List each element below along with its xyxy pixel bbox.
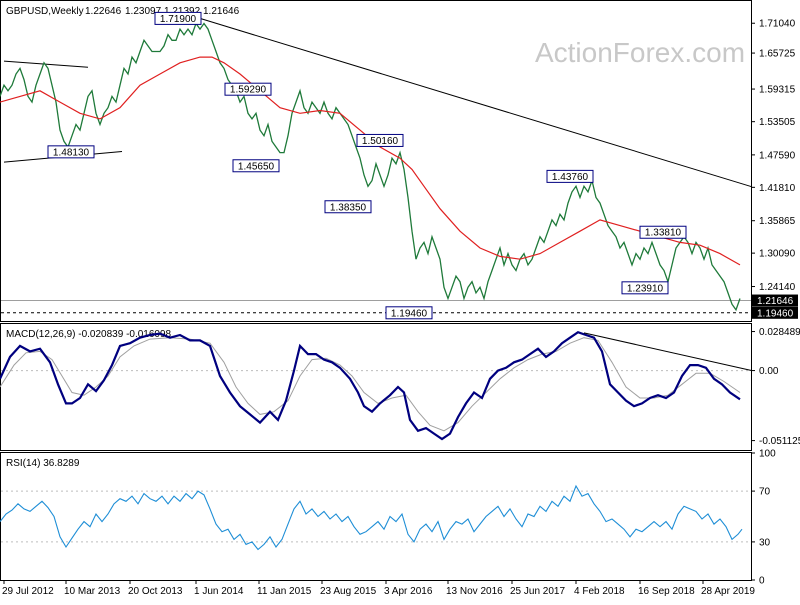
x-tick-label: 28 Apr 2019 (701, 586, 755, 597)
support-level-box (752, 306, 798, 319)
price-tick-label: 1.47590 (759, 150, 796, 161)
price-annotation-box (224, 82, 272, 96)
macd-trend-line (583, 332, 753, 372)
price-trend-line (3, 60, 89, 68)
x-tick-label: 10 Mar 2013 (64, 586, 121, 597)
macd-pane: MACD(12,26,9) -0.020839 -0.016098 0.0284… (0, 323, 800, 451)
macd-y-axis: 0.028489 0.00 -0.051125 (751, 327, 800, 447)
x-tick-label: 20 Oct 2013 (128, 586, 183, 597)
price-pane-border (0, 0, 752, 322)
ohlc-open: 1.22646 (85, 6, 122, 17)
price-annotation-box (324, 200, 372, 214)
rsi-title: RSI(14) 36.8289 (6, 458, 80, 469)
rsi-pane-border (0, 452, 752, 581)
rsi-y-axis: 100 70 30 0 (751, 449, 776, 587)
macd-tick-label: -0.051125 (759, 436, 800, 447)
macd-line (0, 330, 741, 441)
x-tick-label: 23 Aug 2015 (320, 586, 377, 597)
x-tick-label: 29 Jul 2012 (2, 586, 54, 597)
rsi-tick-label: 100 (759, 449, 776, 460)
price-annotation-label: 1.71900 (160, 14, 197, 25)
price-annotation-box (639, 225, 687, 239)
price-annotation-box (621, 281, 669, 295)
price-tick-label: 1.35865 (759, 216, 796, 227)
price-annotation-box (47, 145, 95, 159)
price-line (0, 22, 741, 312)
x-tick-label: 11 Jan 2015 (257, 586, 312, 597)
macd-pane-border (0, 323, 752, 451)
price-annotation-label: 1.50160 (362, 136, 399, 147)
x-tick-label: 1 Jun 2014 (194, 586, 244, 597)
ohlc-low: 1.21392 (164, 6, 201, 17)
rsi-tick-label: 30 (759, 537, 771, 548)
watermark: ActionForex.com (535, 37, 745, 68)
price-y-axis: 1.71040 1.65725 1.59315 1.53505 1.47590 1.418… (751, 19, 796, 293)
price-annotation-label: 1.33810 (645, 228, 682, 239)
price-series (0, 22, 751, 314)
x-axis: 29 Jul 2012 10 Mar 2013 20 Oct 2013 1 Jun 2… (2, 580, 755, 597)
price-tick-label: 1.41810 (759, 183, 796, 194)
price-annotation-label: 1.38350 (330, 202, 367, 213)
ohlc-close: 1.21646 (203, 6, 240, 17)
price-annotation-box (154, 11, 202, 25)
macd-tick-label: 0.028489 (759, 327, 800, 338)
macd-series (0, 330, 753, 441)
macd-tick-label: 0.00 (759, 366, 779, 377)
price-annotation-label: 1.48130 (53, 147, 90, 158)
price-tick-label: 1.24140 (759, 282, 796, 293)
x-tick-label: 25 Jun 2017 (510, 586, 565, 597)
x-tick-label: 16 Sep 2018 (638, 586, 695, 597)
price-trend-line (199, 17, 753, 188)
rsi-pane: RSI(14) 36.8289 100 70 30 0 (0, 449, 776, 587)
price-annotation-label: 1.43760 (552, 172, 589, 183)
macd-signal-line (0, 337, 741, 432)
price-annotation-label: 1.59290 (230, 85, 267, 96)
price-annotations: 1.71900 1.59290 1.48130 1.45650 1.50160 1.383… (47, 11, 687, 320)
price-axis-labels: 1.21646 1.19460 (752, 294, 798, 319)
price-annotation-box (546, 169, 594, 183)
price-tick-label: 1.59315 (759, 85, 796, 96)
macd-title: MACD(12,26,9) -0.020839 -0.016098 (6, 329, 172, 340)
x-tick-label: 13 Nov 2016 (446, 586, 503, 597)
rsi-line (0, 484, 743, 551)
x-tick-label: 4 Feb 2018 (574, 586, 625, 597)
price-annotation-label: 1.45650 (238, 161, 275, 172)
price-tick-label: 1.30090 (759, 249, 796, 260)
rsi-series (0, 484, 751, 551)
moving-average-line (0, 56, 741, 266)
price-annotation-label: 1.19460 (391, 308, 428, 319)
x-tick-label: 3 Apr 2016 (384, 586, 433, 597)
price-title: GBPUSD,Weekly (6, 6, 84, 17)
support-level-label: 1.19460 (757, 308, 794, 319)
price-pane: ActionForex.com GBPUSD,Weekly 1.22646 1.… (0, 0, 798, 322)
price-annotation-box (356, 133, 404, 147)
price-annotation-box (385, 306, 433, 320)
price-tick-label: 1.71040 (759, 19, 796, 30)
ohlc-high: 1.23097 (125, 6, 162, 17)
price-annotation-label: 1.23910 (627, 283, 664, 294)
price-tick-label: 1.53505 (759, 117, 796, 128)
last-price-box (752, 294, 798, 307)
rsi-tick-label: 70 (759, 487, 771, 498)
last-price-label: 1.21646 (757, 296, 794, 307)
rsi-tick-label: 0 (759, 576, 765, 587)
price-tick-label: 1.65725 (759, 49, 796, 60)
price-annotation-box (232, 159, 280, 173)
